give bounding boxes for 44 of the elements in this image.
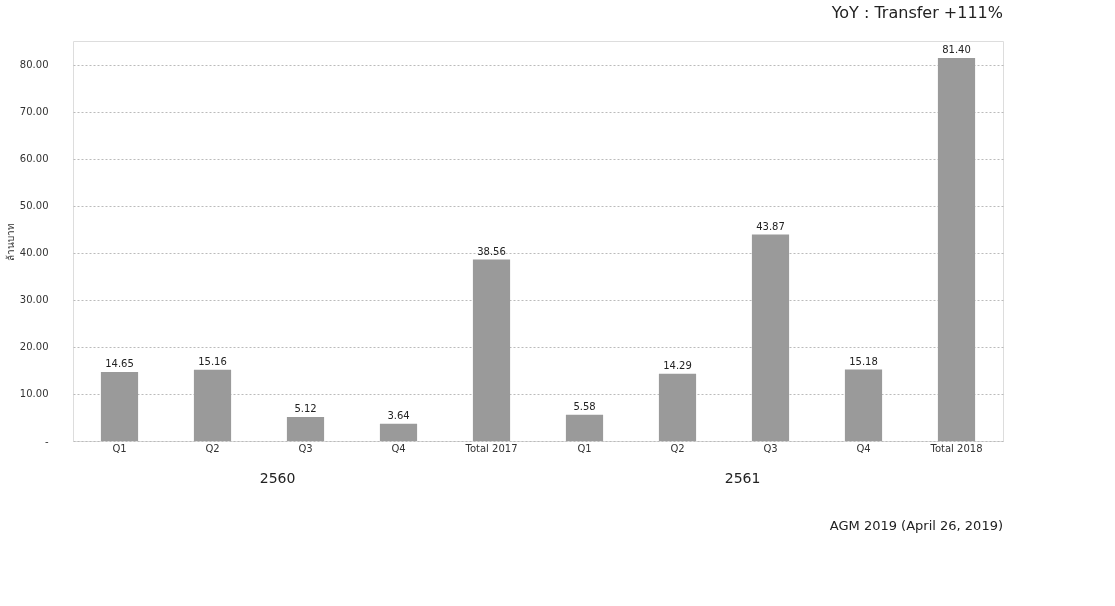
x-tick-label: Q2 xyxy=(205,442,220,454)
x-tick-label: Q3 xyxy=(298,442,313,454)
bar xyxy=(658,373,697,441)
chart-title: YoY : Transfer +111% xyxy=(830,3,1003,22)
data-label: 5.58 xyxy=(573,400,596,412)
x-tick-label: Q4 xyxy=(391,442,406,454)
text: 2560 xyxy=(259,470,296,486)
data-label: 14.65 xyxy=(105,358,134,370)
bar xyxy=(937,57,976,441)
data-label: 38.56 xyxy=(477,245,506,257)
data-label: 43.87 xyxy=(756,220,785,232)
y-tick-label: 20.00 xyxy=(19,341,49,353)
data-label: 5.12 xyxy=(294,402,317,414)
x-tick-label: Q4 xyxy=(856,442,871,454)
data-label: 15.18 xyxy=(849,355,878,367)
bar xyxy=(100,372,139,441)
x-tick-label: Q1 xyxy=(577,442,592,454)
data-label: 15.16 xyxy=(198,355,227,367)
data-label: 14.29 xyxy=(663,359,692,371)
bar xyxy=(379,423,418,441)
y-tick-label: 50.00 xyxy=(19,200,49,212)
bar xyxy=(565,414,604,441)
x-tick-label: Total 2018 xyxy=(929,442,983,454)
y-tick-label: 70.00 xyxy=(19,106,49,118)
bar xyxy=(193,369,232,441)
text: AGM 2019 (April 26, 2019) xyxy=(829,518,1003,533)
y-tick-label: - xyxy=(44,435,49,447)
bar xyxy=(472,259,511,441)
x-tick-label: Q3 xyxy=(763,442,778,454)
bar xyxy=(286,416,325,441)
bar xyxy=(844,369,883,441)
y-tick-label: 60.00 xyxy=(19,153,49,165)
text: 2561 xyxy=(724,470,761,486)
bar xyxy=(751,234,790,441)
x-tick-label: Q2 xyxy=(670,442,685,454)
y-tick-label: 30.00 xyxy=(19,294,49,306)
y-tick-label: 40.00 xyxy=(19,247,49,259)
x-tick-label: Total 2017 xyxy=(464,442,518,454)
y-tick-label: 10.00 xyxy=(19,388,49,400)
data-label: 3.64 xyxy=(387,409,410,421)
data-label: 81.40 xyxy=(942,43,971,55)
y-tick-label: 80.00 xyxy=(19,59,49,71)
y-axis-title: ล้านบาท xyxy=(4,222,16,261)
x-tick-label: Q1 xyxy=(112,442,127,454)
